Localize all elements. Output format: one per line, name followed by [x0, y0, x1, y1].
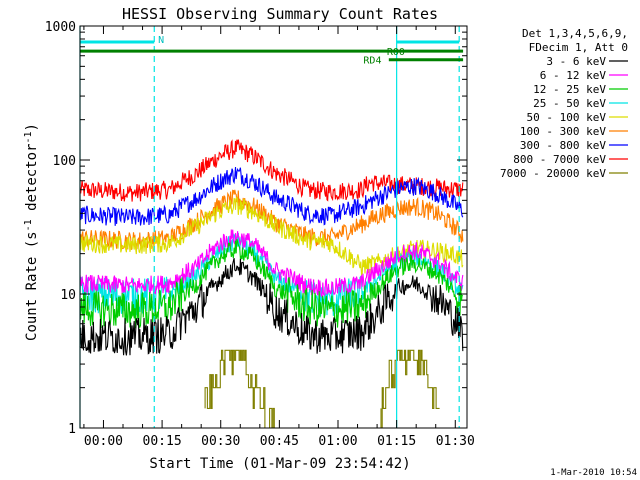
- y-axis-label-sup2: -1: [23, 131, 34, 143]
- legend-entry-300-800-kev: 300 - 800 keV: [520, 139, 606, 152]
- x-tick-label: 01:15: [377, 434, 416, 449]
- y-axis-label-sup1: -1: [23, 219, 34, 231]
- legend-entry-6-12-kev: 6 - 12 keV: [540, 69, 607, 82]
- y-tick-label: 100: [53, 154, 76, 169]
- x-tick-label: 01:30: [436, 434, 475, 449]
- x-tick-label: 00:15: [143, 434, 182, 449]
- x-tick-label: 01:00: [318, 434, 357, 449]
- series-line-3-6-kev: [79, 257, 464, 356]
- status-label-n: N: [158, 35, 164, 46]
- y-tick-label: 1: [68, 422, 76, 437]
- legend-entry-800-7000-kev: 800 - 7000 keV: [513, 153, 606, 166]
- timestamp-label: 1-Mar-2010 10:54: [550, 468, 637, 478]
- y-axis-label-main: Count Rate (s: [24, 231, 40, 341]
- axis-ticks: [80, 25, 467, 429]
- legend-entry-7000-20000-kev: 7000 - 20000 keV: [500, 167, 606, 180]
- x-tick-label: 00:45: [260, 434, 299, 449]
- plot-area: N R00 RD4: [79, 26, 464, 429]
- x-tick-label: 00:00: [84, 434, 123, 449]
- series-line-7000-20000-kev-1: [204, 349, 276, 429]
- series-line-12-25-kev: [79, 239, 464, 329]
- legend: Det 1,3,4,5,6,9,FDecim 1, Att 03 - 6 keV…: [500, 27, 628, 180]
- series-line-50-100-kev: [79, 196, 464, 276]
- y-axis-label-end: ): [24, 123, 40, 131]
- series-line-6-12-kev: [79, 229, 464, 298]
- status-label-rd4: RD4: [363, 56, 381, 67]
- series-line-300-800-kev: [79, 166, 464, 226]
- y-axis-label: Count Rate (s-1 detector-1): [23, 123, 40, 341]
- series-line-800-7000-kev: [79, 139, 464, 202]
- legend-entry-100-300-kev: 100 - 300 keV: [520, 125, 606, 138]
- series-line-7000-20000-kev-2: [380, 349, 440, 429]
- legend-header-line: FDecim 1, Att 0: [529, 41, 628, 54]
- plot-frame: [79, 25, 468, 429]
- legend-header-line: Det 1,3,4,5,6,9,: [522, 27, 628, 40]
- x-axis-label: Start Time (01-Mar-09 23:54:42): [149, 456, 410, 472]
- tick-labels: 00:00 00:15 00:30 00:45 01:00 01:15 01:30 1 10 10…: [45, 20, 475, 449]
- status-label-r00: R00: [387, 47, 405, 58]
- legend-entry-3-6-kev: 3 - 6 keV: [546, 55, 606, 68]
- y-tick-label: 10: [60, 288, 76, 303]
- x-tick-label: 00:30: [201, 434, 240, 449]
- y-tick-label: 1000: [45, 20, 76, 35]
- legend-entry-50-100-kev: 50 - 100 keV: [527, 111, 607, 124]
- chart-title: HESSI Observing Summary Count Rates: [122, 5, 438, 23]
- legend-entry-25-50-kev: 25 - 50 keV: [533, 97, 606, 110]
- y-axis-label-mid: detector: [24, 144, 40, 220]
- legend-entry-12-25-kev: 12 - 25 keV: [533, 83, 606, 96]
